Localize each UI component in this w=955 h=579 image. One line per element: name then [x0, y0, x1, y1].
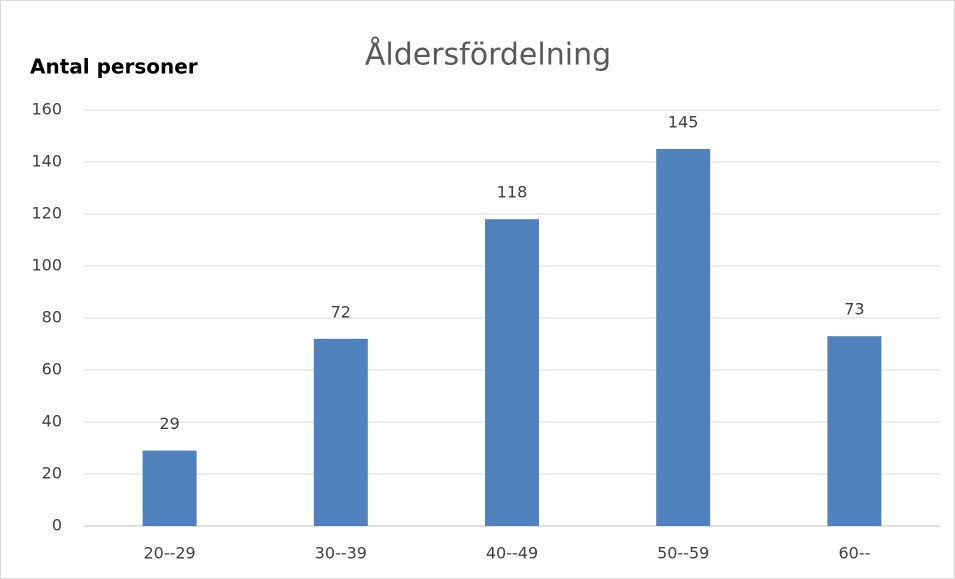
- data-label: 145: [668, 113, 699, 132]
- data-label: 72: [331, 302, 351, 321]
- y-tick-label: 40: [42, 412, 62, 431]
- bar: [142, 450, 197, 526]
- x-tick-label: 60--: [838, 544, 870, 563]
- y-tick-label: 120: [31, 204, 62, 223]
- bar: [313, 338, 368, 526]
- chart-title: Åldersfördelning: [365, 37, 611, 73]
- y-axis-label: Antal personer: [30, 55, 198, 79]
- bar: [656, 149, 711, 526]
- y-tick-label: 160: [31, 100, 62, 119]
- data-label: 73: [844, 300, 864, 319]
- x-tick-label: 30--39: [315, 544, 367, 563]
- y-tick-label: 80: [42, 308, 62, 327]
- data-label: 118: [497, 183, 528, 202]
- x-tick-label: 50--59: [657, 544, 709, 563]
- y-tick-label: 100: [31, 256, 62, 275]
- x-tick-label: 20--29: [143, 544, 195, 563]
- y-tick-label: 20: [42, 464, 62, 483]
- bar: [827, 336, 882, 526]
- x-tick-label: 40--49: [486, 544, 538, 563]
- y-tick-label: 140: [31, 152, 62, 171]
- data-label: 29: [159, 414, 179, 433]
- y-tick-label: 0: [52, 516, 62, 535]
- bar: [485, 219, 539, 526]
- y-tick-label: 60: [42, 360, 62, 379]
